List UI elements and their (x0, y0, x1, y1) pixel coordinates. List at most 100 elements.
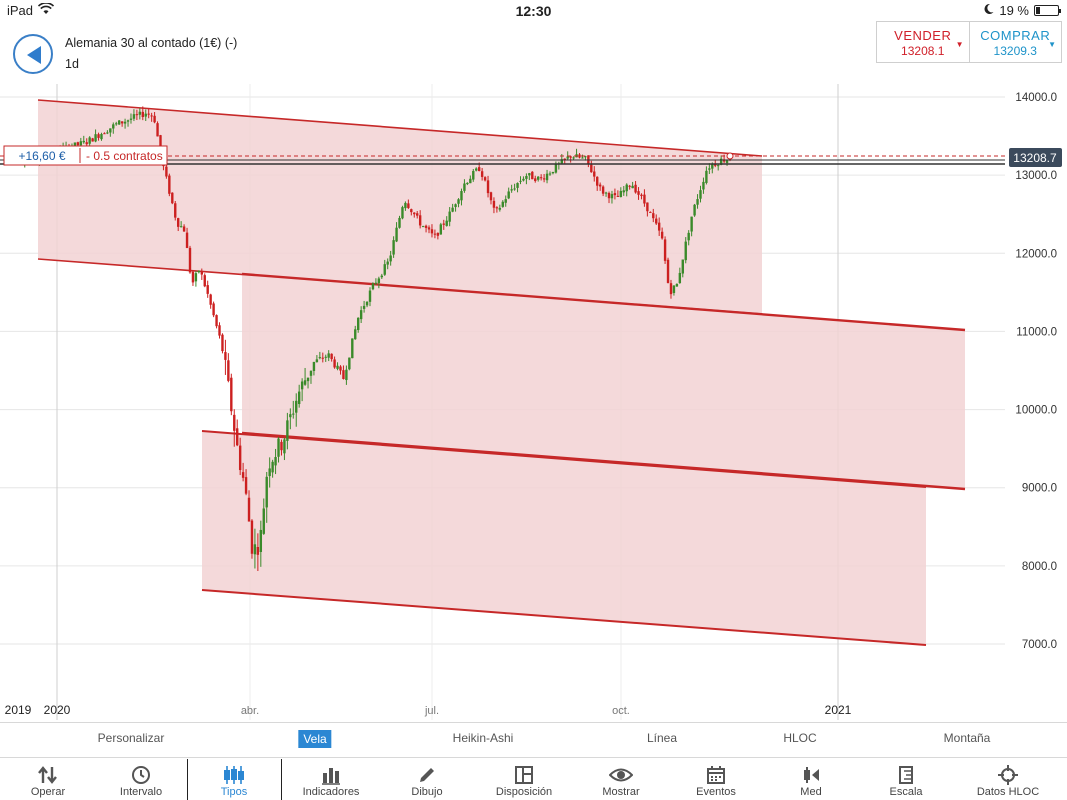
tab-mostrar[interactable]: Mostrar (576, 759, 666, 800)
candle (439, 222, 443, 235)
tab-label: Indicadores (302, 786, 360, 798)
candle (448, 207, 451, 227)
channel-line-3-bottom[interactable] (201, 589, 927, 646)
candle (312, 361, 316, 376)
candle (613, 188, 617, 200)
candle (280, 439, 283, 456)
back-button[interactable] (13, 34, 53, 74)
candle (469, 175, 472, 184)
candle (215, 314, 218, 329)
sell-button[interactable]: VENDER 13208.1 ▼ (877, 22, 969, 62)
candle (598, 182, 602, 191)
buy-button[interactable]: COMPRAR 13209.3 ▼ (968, 22, 1062, 62)
price-chart[interactable]: +16,60 € - 0.5 contratos 14000.013000.01… (0, 84, 1067, 720)
tab-tipos[interactable]: Tipos (189, 759, 279, 800)
candle (120, 121, 124, 127)
tab-med[interactable]: Med (766, 759, 856, 800)
candle (483, 176, 487, 182)
candle (548, 171, 552, 176)
candle (147, 108, 150, 119)
chart-type-option[interactable]: Montaña (943, 731, 991, 745)
candle (115, 121, 118, 126)
candle (655, 214, 658, 225)
candle (486, 175, 490, 198)
x-tick-label: oct. (612, 705, 630, 717)
candle (472, 169, 475, 182)
chart-type-option[interactable]: HLOC (783, 731, 817, 745)
tab-disposición[interactable]: Disposición (479, 759, 569, 800)
candle (581, 154, 584, 159)
candle (132, 109, 136, 122)
candle (238, 437, 242, 476)
candle (342, 365, 345, 380)
crosshair-icon (963, 764, 1053, 786)
candle (596, 176, 599, 191)
buy-label: COMPRAR (980, 28, 1051, 43)
tab-operar[interactable]: Operar (3, 759, 93, 800)
x-tick-label: 2019 (5, 703, 32, 717)
tab-eventos[interactable]: Eventos (671, 759, 761, 800)
position-pnl: +16,60 € (18, 149, 65, 163)
channel-line-3-top[interactable] (201, 430, 927, 488)
current-price-tag: 13208.7 (1009, 148, 1062, 167)
candle (179, 221, 183, 228)
tab-dibujo[interactable]: Dibujo (382, 759, 472, 800)
channel-drawings[interactable] (37, 99, 966, 646)
tab-label: Eventos (696, 786, 736, 798)
candle (601, 185, 605, 197)
channel-line-2-top[interactable] (241, 272, 966, 332)
candle (539, 174, 543, 181)
chart-type-option[interactable]: Vela (298, 730, 332, 748)
candle (362, 300, 366, 313)
candles (8, 106, 732, 571)
sell-dropdown-icon[interactable]: ▼ (955, 40, 964, 49)
candle (236, 419, 239, 447)
candle (292, 400, 295, 419)
pencil-icon (382, 764, 472, 786)
candle (300, 378, 304, 402)
candle (112, 122, 115, 134)
chart-type-option[interactable]: Heikin-Ashi (452, 731, 514, 745)
interval-label: 1d (65, 57, 79, 71)
candle (578, 153, 581, 159)
instrument-title[interactable]: Alemania 30 al contado (1€) (-) (65, 36, 238, 50)
candle (383, 259, 386, 276)
candle (702, 177, 705, 194)
position-label[interactable]: +16,60 € - 0.5 contratos (3, 145, 168, 166)
candle (531, 171, 534, 180)
tab-label: Intervalo (119, 786, 163, 798)
candle (708, 163, 711, 174)
candle (675, 283, 679, 287)
candle (534, 175, 537, 183)
buy-dropdown-icon[interactable]: ▼ (1048, 40, 1056, 49)
candle (203, 273, 206, 288)
candle (593, 166, 596, 182)
scale-icon (861, 764, 951, 786)
chart-type-option[interactable]: Personalizar (97, 731, 165, 745)
candle (150, 112, 153, 122)
moon-icon (983, 3, 994, 18)
channel-line-1-top[interactable] (37, 99, 763, 157)
candle (684, 237, 687, 264)
tab-escala[interactable]: Escala (861, 759, 951, 800)
candle (368, 287, 372, 307)
wifi-icon (37, 2, 55, 18)
layout-icon (479, 764, 569, 786)
tab-datos-hloc[interactable]: Datos HLOC (963, 759, 1053, 800)
battery-percent: 19 % (999, 3, 1029, 18)
tab-intervalo[interactable]: Intervalo (96, 759, 186, 800)
candle (348, 357, 351, 371)
candle (174, 201, 177, 221)
candle (94, 129, 97, 143)
tab-indicadores[interactable]: Indicadores (286, 759, 376, 800)
candle (404, 201, 407, 211)
candle (519, 176, 522, 185)
candle (672, 285, 676, 296)
channel-line-2-bottom[interactable] (241, 431, 966, 491)
chart-type-option[interactable]: Línea (646, 731, 678, 745)
candle (200, 268, 204, 280)
y-tick-label: 14000.0 (1015, 92, 1057, 104)
candle (678, 267, 682, 284)
candle (693, 203, 696, 217)
buy-price: 13209.3 (993, 44, 1037, 58)
